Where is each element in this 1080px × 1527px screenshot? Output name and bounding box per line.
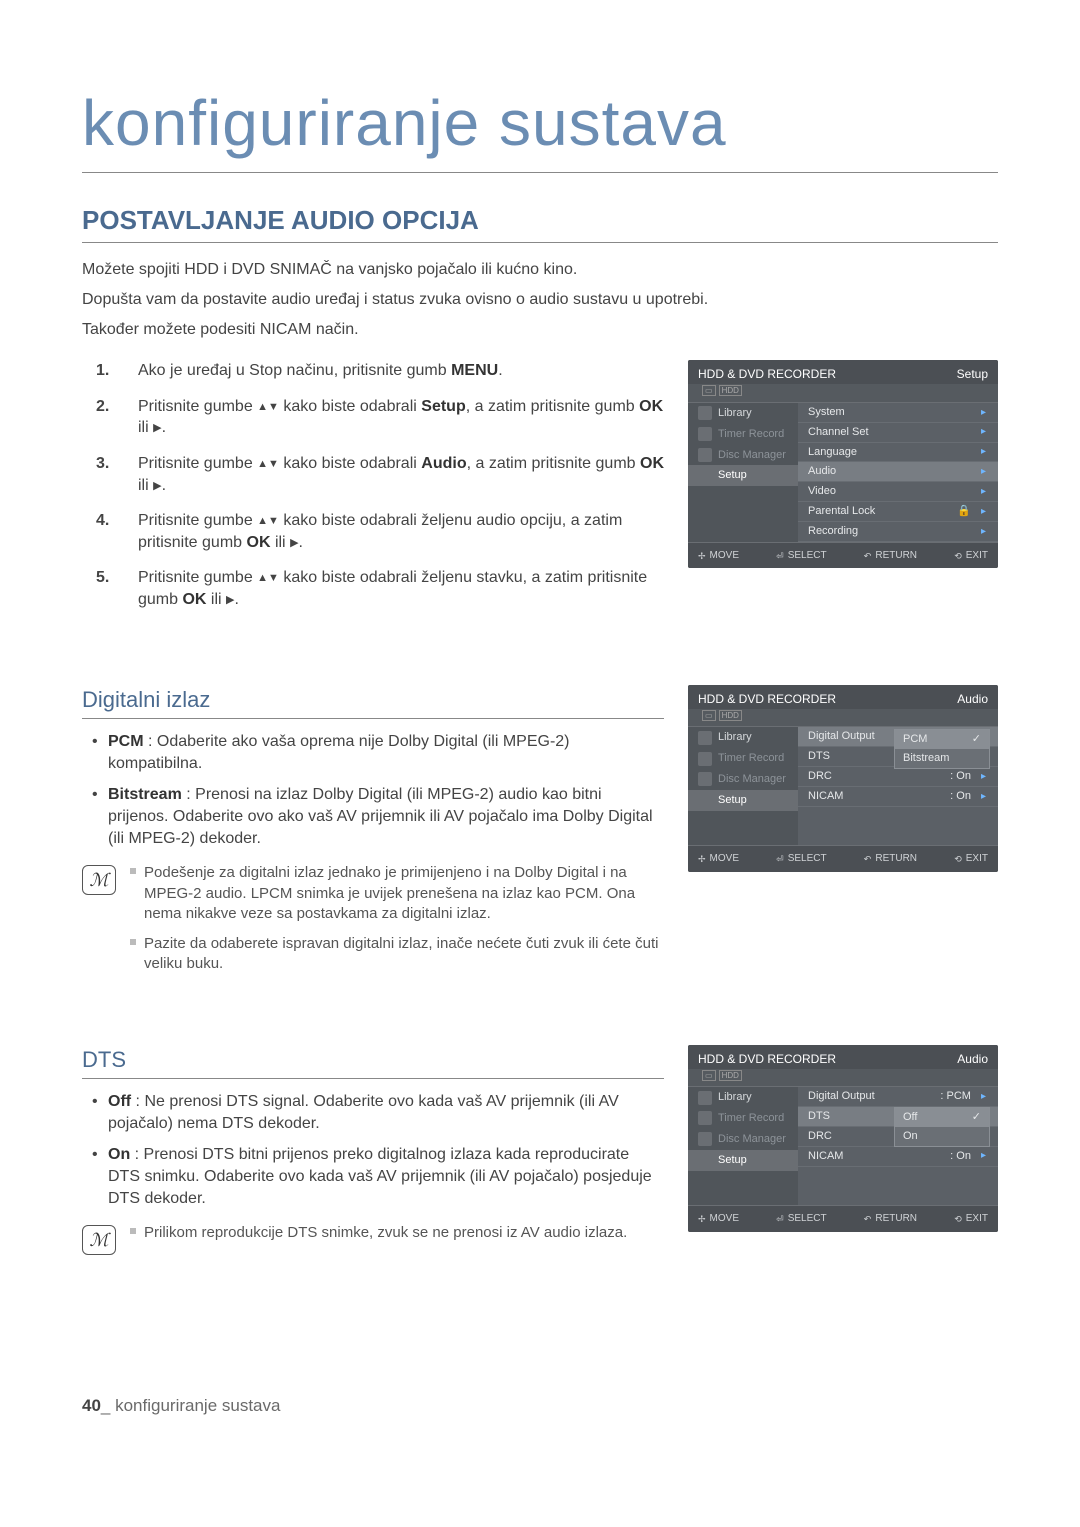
dts-list: Off : Ne prenosi DTS signal. Odaberite o… <box>92 1091 664 1209</box>
hdd-icon: ▭ <box>702 710 716 721</box>
timer-icon <box>698 427 712 441</box>
right-icon: ▶ <box>290 537 298 549</box>
step-1: 1. Ako je uređaj u Stop načinu, pritisni… <box>118 360 664 382</box>
select-icon: ⏎ <box>776 550 784 562</box>
dts-off-item: Off : Ne prenosi DTS signal. Odaberite o… <box>92 1091 664 1134</box>
check-icon: ✓ <box>972 1110 981 1125</box>
pcm-popup: PCM✓ Bitstream <box>894 729 990 769</box>
step-1-menu: MENU <box>451 362 498 379</box>
hdd-icon: ▭ <box>702 1070 716 1081</box>
osd-screenshot-dts: HDD & DVD RECORDERAudio ▭HDD Library Tim… <box>688 1045 998 1232</box>
pcm-item: PCM : Odaberite ako vaša oprema nije Dol… <box>92 731 664 774</box>
osd-sidebar: Library Timer Record Disc Manager Setup <box>688 403 798 542</box>
setup-steps-list: 1. Ako je uređaj u Stop načinu, pritisni… <box>118 360 664 610</box>
note-icon: ℳ <box>82 1225 116 1255</box>
chevron-right-icon: ▸ <box>981 425 986 439</box>
check-icon: ✓ <box>972 732 981 747</box>
right-icon: ▶ <box>153 480 161 492</box>
library-icon <box>698 406 712 420</box>
up-down-icon: ▲▼ <box>257 515 279 527</box>
intro-block: Možete spojiti HDD i DVD SNIMAČ na vanjs… <box>82 259 998 340</box>
intro-line-1: Možete spojiti HDD i DVD SNIMAČ na vanjs… <box>82 259 998 281</box>
footer-text: _ konfiguriranje sustava <box>101 1396 281 1415</box>
up-down-icon: ▲▼ <box>257 458 279 470</box>
step-5: 5. Pritisnite gumbe ▲▼ kako biste odabra… <box>118 567 664 610</box>
chevron-right-icon: ▸ <box>981 445 986 459</box>
osd-screenshot-setup: HDD & DVD RECORDERSetup ▭HDD Library Tim… <box>688 360 998 568</box>
dts-on-item: On : Prenosi DTS bitni prijenos preko di… <box>92 1144 664 1209</box>
chevron-right-icon: ▸ <box>981 1149 986 1163</box>
subheading-dts: DTS <box>82 1045 664 1080</box>
digital-output-notes: Podešenje za digitalni izlaz jednako je … <box>130 863 664 984</box>
up-down-icon: ▲▼ <box>257 401 279 413</box>
bitstream-item: Bitstream : Prenosi na izlaz Dolby Digit… <box>92 784 664 849</box>
intro-line-2: Dopušta vam da postavite audio uređaj i … <box>82 289 998 311</box>
chevron-right-icon: ▸ <box>981 485 986 499</box>
subheading-digital-output: Digitalni izlaz <box>82 685 664 720</box>
step-4: 4. Pritisnite gumbe ▲▼ kako biste odabra… <box>118 510 664 553</box>
osd-title: HDD & DVD RECORDER <box>698 366 836 382</box>
hdd-icon: ▭ <box>702 385 716 396</box>
chevron-right-icon: ▸ <box>981 406 986 420</box>
page-number: 40 <box>82 1396 101 1415</box>
note-icon: ℳ <box>82 865 116 895</box>
intro-line-3: Također možete podesiti NICAM način. <box>82 319 998 341</box>
chevron-right-icon: ▸ <box>981 790 986 804</box>
chevron-right-icon: ▸ <box>981 505 986 519</box>
setup-icon <box>698 469 712 483</box>
dts-notes: Prilikom reprodukcije DTS snimke, zvuk s… <box>130 1223 664 1255</box>
step-3: 3. Pritisnite gumbe ▲▼ kako biste odabra… <box>118 453 664 496</box>
osd-menu: System▸ Channel Set▸ Language▸ Audio▸ Vi… <box>798 403 998 542</box>
chevron-right-icon: ▸ <box>981 525 986 539</box>
page-footer: 40_ konfiguriranje sustava <box>82 1395 998 1418</box>
move-icon: ✢ <box>698 550 706 562</box>
page-title: konfiguriranje sustava <box>82 80 998 173</box>
disc-icon <box>698 448 712 462</box>
digital-output-list: PCM : Odaberite ako vaša oprema nije Dol… <box>92 731 664 849</box>
chevron-right-icon: ▸ <box>981 1090 986 1104</box>
right-icon: ▶ <box>153 422 161 434</box>
up-down-icon: ▲▼ <box>257 572 279 584</box>
section-heading-audio: POSTAVLJANJE AUDIO OPCIJA <box>82 203 998 243</box>
exit-icon: ⟲ <box>954 550 962 562</box>
step-1-text: Ako je uređaj u Stop načinu, pritisnite … <box>138 362 451 379</box>
right-icon: ▶ <box>226 594 234 606</box>
dts-popup: Off✓ On <box>894 1107 990 1147</box>
chevron-right-icon: ▸ <box>981 770 986 784</box>
osd-crumb: Setup <box>957 366 988 382</box>
return-icon: ↶ <box>864 550 872 562</box>
osd-screenshot-digital-output: HDD & DVD RECORDERAudio ▭HDD Library Tim… <box>688 685 998 872</box>
chevron-right-icon: ▸ <box>981 465 986 479</box>
step-2: 2. Pritisnite gumbe ▲▼ kako biste odabra… <box>118 396 664 439</box>
lock-icon: 🔒 <box>957 504 971 519</box>
